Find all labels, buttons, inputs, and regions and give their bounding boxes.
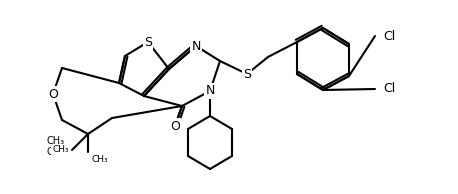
Text: S: S [144,36,152,48]
Text: CH₃: CH₃ [91,156,108,165]
Text: S: S [243,68,251,81]
Text: CH₃: CH₃ [47,136,65,146]
Text: CH₃: CH₃ [52,146,69,154]
Text: O: O [48,87,58,100]
Text: N: N [205,85,215,98]
Text: Cl: Cl [383,82,395,95]
Text: N: N [191,40,201,53]
Text: Cl: Cl [383,29,395,42]
Text: CH₃: CH₃ [47,147,65,157]
Text: O: O [170,120,180,133]
